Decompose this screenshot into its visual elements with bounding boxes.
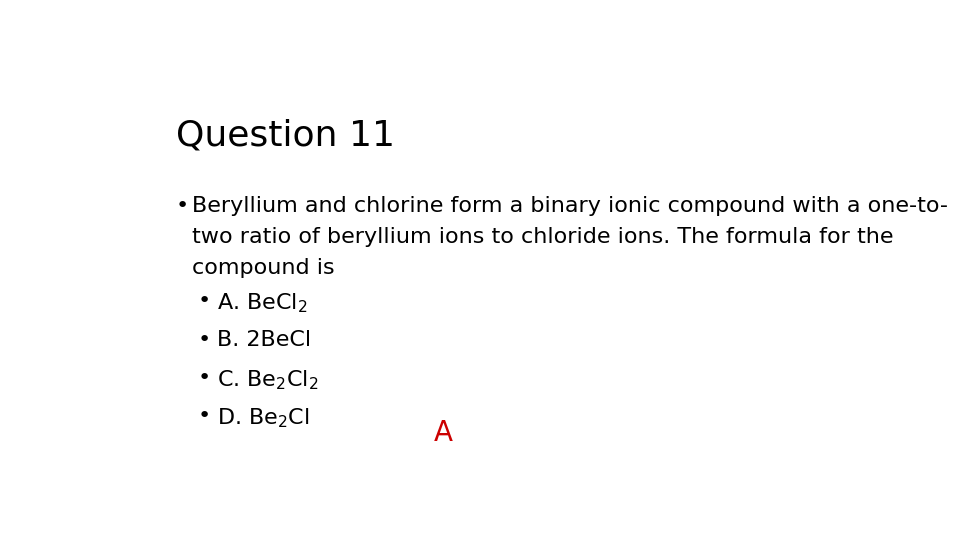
Text: •: • — [198, 406, 211, 426]
Text: compound is: compound is — [192, 258, 335, 278]
Text: Question 11: Question 11 — [176, 119, 395, 153]
Text: A. BeCl$_2$: A. BeCl$_2$ — [217, 292, 307, 315]
Text: C. Be$_2$Cl$_2$: C. Be$_2$Cl$_2$ — [217, 368, 319, 392]
Text: two ratio of beryllium ions to chloride ions. The formula for the: two ratio of beryllium ions to chloride … — [192, 227, 894, 247]
Text: •: • — [176, 196, 189, 216]
Text: Beryllium and chlorine form a binary ionic compound with a one-to-: Beryllium and chlorine form a binary ion… — [192, 196, 948, 216]
Text: D. Be$_2$Cl: D. Be$_2$Cl — [217, 406, 309, 430]
Text: A: A — [434, 419, 453, 447]
Text: •: • — [198, 368, 211, 388]
Text: •: • — [198, 292, 211, 312]
Text: •: • — [198, 329, 211, 350]
Text: B. 2BeCl: B. 2BeCl — [217, 329, 311, 350]
